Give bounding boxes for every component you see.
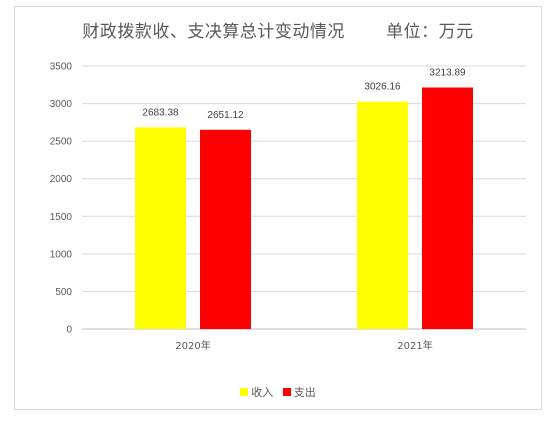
y-tick-label: 2000 (50, 174, 73, 185)
bar-expense (200, 129, 251, 329)
y-tick-label: 0 (66, 325, 72, 336)
bar-income (135, 127, 186, 329)
legend-swatch-income (240, 388, 249, 396)
legend-item-income: 收入 (240, 384, 273, 400)
y-tick-label: 3500 (50, 62, 73, 73)
y-tick-label: 3000 (50, 99, 73, 110)
y-tick-label: 1000 (50, 249, 73, 260)
chart-title: 财政拨款收、支决算总计变动情况 单位：万元 (82, 22, 474, 42)
data-label: 3213.89 (429, 67, 466, 78)
x-category-label: 2021年 (397, 339, 432, 352)
bar-income (357, 101, 408, 330)
x-category-label: 2020年 (175, 339, 210, 352)
legend-swatch-expense (282, 388, 291, 396)
legend-label-income: 收入 (251, 386, 274, 399)
bar-expense (422, 87, 473, 330)
data-label: 2651.12 (207, 110, 244, 121)
y-tick-label: 2500 (50, 137, 73, 148)
data-label: 2683.38 (142, 107, 179, 118)
y-tick-label: 1500 (50, 212, 73, 223)
data-label: 3026.16 (364, 82, 401, 93)
legend: 收入 支出 (0, 384, 556, 400)
legend-label-expense: 支出 (293, 386, 316, 399)
legend-item-expense: 支出 (282, 384, 316, 400)
y-tick-label: 500 (55, 287, 72, 298)
